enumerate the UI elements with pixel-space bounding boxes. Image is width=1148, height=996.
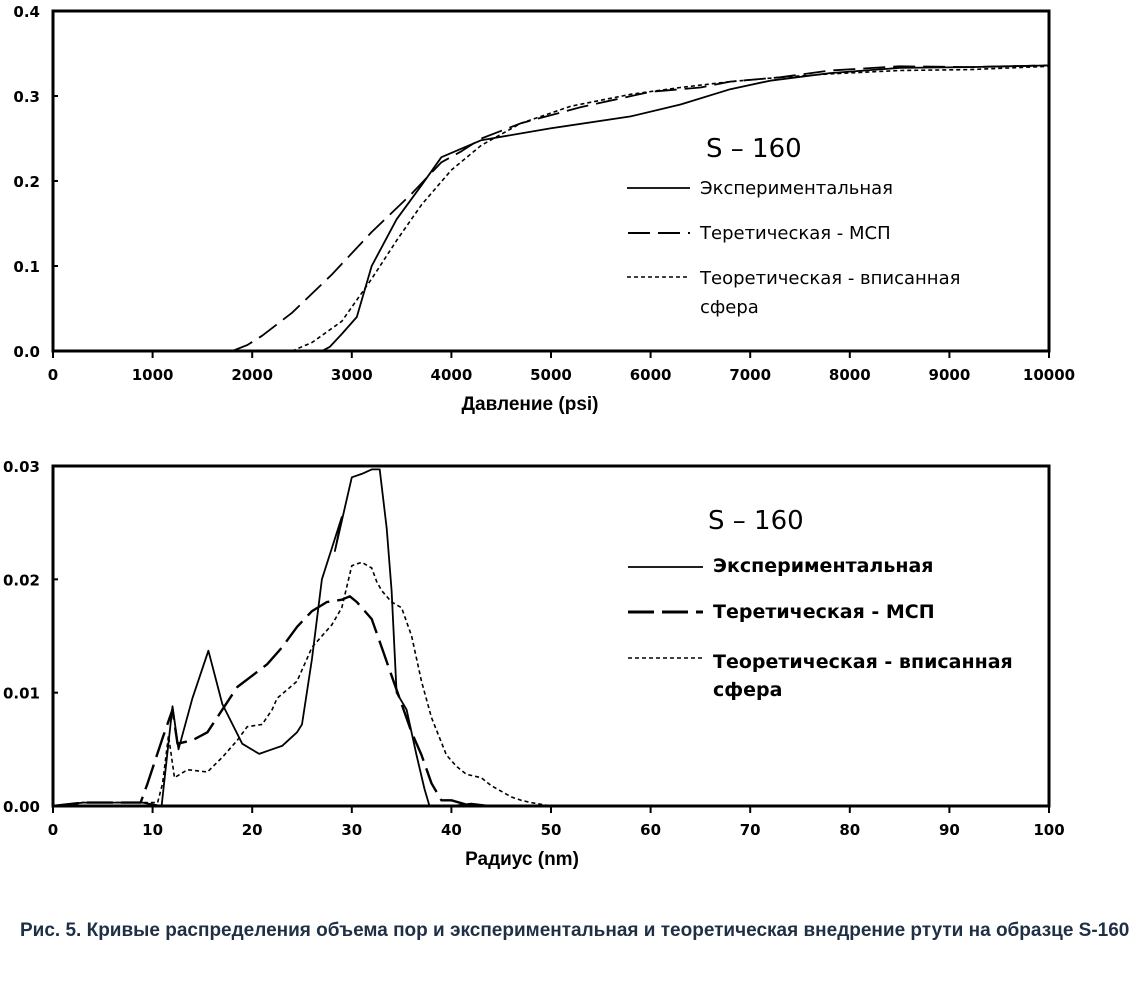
x-tick-label: 7000 [729, 366, 771, 384]
y-tick-label: 0.01 [3, 685, 40, 703]
legend: Экспериментальная Теретическая - МСП Тео… [628, 555, 1013, 701]
x-tick-label: 0 [48, 366, 58, 384]
pore-volume-distribution-chart: 0 10 20 30 40 50 60 70 80 90 100 0.000.010.020.03 … [3, 458, 1065, 870]
figure-caption: Рис. 5. Кривые распределения объема пор … [20, 920, 1130, 941]
series-line-dotted [52, 561, 1049, 807]
x-tick-labels: 0 1000 2000 3000 4000 5000 6000 7000 8000 9000 100… [48, 366, 1075, 384]
plot-frame [51, 9, 1051, 353]
y-tick-label: 0.4 [13, 3, 40, 21]
y-tick-label: 0.02 [3, 571, 40, 589]
x-tick-label: 30 [341, 821, 362, 839]
x-tick-label: 70 [740, 821, 761, 839]
x-tick-labels: 0 10 20 30 40 50 60 70 80 90 100 [48, 821, 1065, 839]
chart-title: S – 160 [708, 506, 804, 536]
x-tick-label: 2000 [231, 366, 273, 384]
x-tick-label: 5000 [530, 366, 572, 384]
y-tick-label: 0.2 [13, 173, 40, 191]
series-lines [52, 468, 1049, 808]
legend-label: Экспериментальная [700, 178, 893, 199]
x-tick-label: 100 [1033, 821, 1064, 839]
legend-label: Теретическая - МСП [713, 601, 935, 623]
y-tick-label: 0.1 [13, 258, 40, 276]
series-lines [231, 64, 1050, 352]
series-line-solid [321, 64, 1050, 352]
series-line-solid [52, 468, 1049, 807]
x-tick-label: 4000 [431, 366, 473, 384]
x-tick-label: 80 [839, 821, 860, 839]
x-tick-label: 6000 [630, 366, 672, 384]
x-tick-label: 90 [939, 821, 960, 839]
cumulative-intrusion-chart: 0 1000 2000 3000 4000 5000 6000 7000 8000 9000 100… [13, 3, 1075, 415]
x-tick-label: 50 [541, 821, 562, 839]
x-tick-label: 60 [640, 821, 661, 839]
legend-label: Теоретическая - вписанная сфера [699, 268, 960, 318]
x-axis-label: Давление (psi) [461, 394, 598, 415]
plot-frame [51, 464, 1051, 808]
x-tick-label: 20 [242, 821, 263, 839]
x-tick-label: 8000 [829, 366, 871, 384]
legend-label: Теретическая - МСП [699, 223, 891, 244]
x-tick-label: 0 [48, 821, 58, 839]
series-line-dotted [291, 65, 1050, 352]
legend-label: Экспериментальная [713, 555, 934, 577]
y-tick-labels: 0.00 0.01 0.02 0.03 [3, 458, 40, 816]
x-tick-marks [52, 465, 1050, 813]
chart-title: S – 160 [706, 134, 802, 164]
x-tick-label: 10 [142, 821, 163, 839]
y-tick-labels: 0.0 0.1 0.2 0.3 0.4 [13, 3, 40, 361]
y-tick-label: 0.00 [3, 798, 40, 816]
x-tick-marks [52, 10, 1050, 358]
series-line-dashed [231, 64, 1050, 352]
x-tick-label: 1000 [132, 366, 174, 384]
x-tick-label: 9000 [929, 366, 971, 384]
legend: Экспериментальная Теретическая - МСП Тео… [627, 178, 960, 318]
y-tick-label: 0.03 [3, 458, 40, 476]
x-tick-label: 10000 [1023, 366, 1075, 384]
legend-label: Теоретическая - вписанная сфера [713, 651, 1013, 701]
y-tick-label: 0.0 [13, 343, 40, 361]
y-tick-label: 0.3 [13, 88, 40, 106]
x-tick-label: 40 [441, 821, 462, 839]
series-line-dashed [52, 595, 1049, 808]
x-axis-label: Радиус (nm) [465, 849, 579, 870]
x-tick-label: 3000 [331, 366, 373, 384]
